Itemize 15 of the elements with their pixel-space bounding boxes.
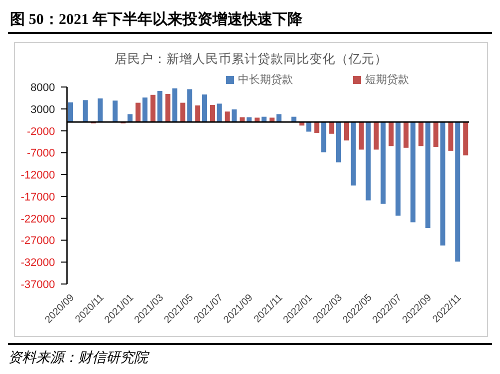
y-tick-label: -27000 — [20, 235, 55, 248]
y-tick-label: -7000 — [26, 148, 55, 160]
y-tick-label: -22000 — [20, 213, 55, 226]
y-tick-label: -2000 — [26, 126, 55, 138]
legend-label: 中长期贷款 — [238, 74, 293, 86]
y-tick-label: -32000 — [20, 257, 55, 270]
legend-label: 短期贷款 — [365, 74, 409, 86]
chart-title: 图 50：2021 年下半年以来投资增速快速下降 — [8, 8, 492, 34]
y-tick-label: -12000 — [20, 170, 55, 182]
chart-subtitle: 居民户：新增人民币累计贷款同比变化（亿元） — [114, 51, 388, 68]
y-tick-label: 3000 — [30, 104, 55, 116]
text: 资料来源：财信研究院 — [8, 349, 150, 367]
y-tick-label: -17000 — [20, 191, 55, 204]
y-tick-label: 8000 — [30, 82, 55, 94]
y-tick-label: -37000 — [20, 279, 55, 291]
